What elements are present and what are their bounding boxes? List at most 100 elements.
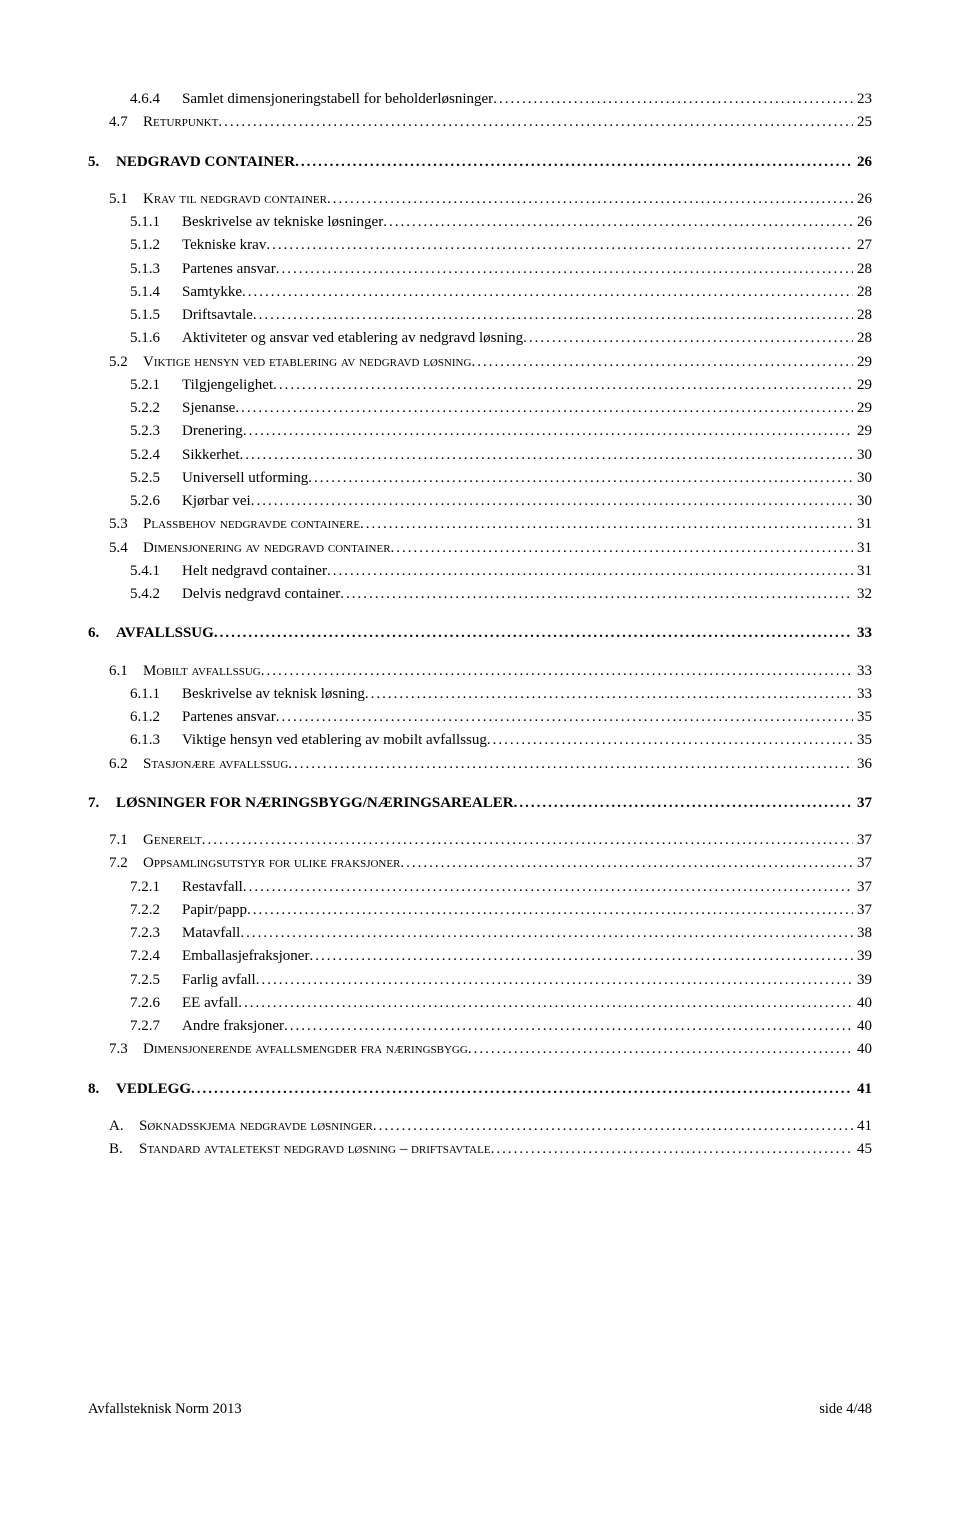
toc-entry: 5.2.1Tilgjengelighet29 <box>88 374 872 397</box>
toc-entry-title: imensjonerende avfallsmengder fra næring… <box>154 1041 468 1057</box>
toc-entry: B.Standard avtaletekst nedgravd løsning … <box>88 1138 872 1161</box>
toc-entry-page: 38 <box>853 922 872 945</box>
toc-entry-page: 28 <box>853 304 872 327</box>
toc-entry-title: tandard avtaletekst nedgravd løsning – d… <box>147 1141 490 1157</box>
toc-entry-page: 31 <box>853 537 872 560</box>
toc-leader-dots <box>242 281 853 304</box>
toc-entry-page: 28 <box>853 327 872 350</box>
toc-entry-page: 32 <box>853 583 872 606</box>
toc-entry-page: 26 <box>853 188 872 211</box>
toc-entry-title: iktige hensyn ved etablering av nedgravd… <box>154 354 472 370</box>
toc-leader-dots <box>360 513 853 536</box>
toc-entry-label: 7.2.4Emballasjefraksjoner <box>130 945 309 968</box>
toc-entry-label: 8.VEDLEGG <box>88 1078 191 1101</box>
toc-entry-label: 5.4.1Helt nedgravd container <box>130 560 327 583</box>
toc-leader-dots <box>523 327 853 350</box>
toc-entry-label: 7.2.5Farlig avfall <box>130 969 256 992</box>
toc-entry-number: 7.2.5 <box>130 969 182 992</box>
toc-entry-number: 7.2.1 <box>130 876 182 899</box>
toc-entry-page: 40 <box>853 1038 872 1061</box>
toc-entry-label: 5.2.6Kjørbar vei <box>130 490 251 513</box>
toc-entry-label: 5.2.3Drenering <box>130 420 243 443</box>
toc-entry: 5.2.6Kjørbar vei 30 <box>88 490 872 513</box>
toc-entry-label: 5.2.2Sjenanse <box>130 397 235 420</box>
toc-entry-number: 7.2.6 <box>130 992 182 1015</box>
toc-leader-dots <box>202 829 853 852</box>
toc-leader-dots <box>373 1115 853 1138</box>
toc-entry-title: Delvis nedgravd container <box>182 586 340 602</box>
toc-leader-dots <box>468 1038 853 1061</box>
toc-entry-title: ppsamlingsutstyr for ulike fraksjoner <box>154 855 401 871</box>
toc-leader-dots <box>218 111 853 134</box>
toc-entry: 6.2Stasjonære avfallssug36 <box>88 753 872 776</box>
toc-entry: 5.2Viktige hensyn ved etablering av nedg… <box>88 351 872 374</box>
toc-entry-label: 4.7Returpunkt <box>109 111 218 134</box>
toc-leader-dots <box>514 792 853 815</box>
toc-entry-title: Farlig avfall <box>182 972 256 988</box>
toc-entry: 7.2.4Emballasjefraksjoner39 <box>88 945 872 968</box>
toc-entry-title: VEDLEGG <box>116 1081 191 1097</box>
toc-leader-dots <box>247 899 853 922</box>
toc-entry-title: Samlet dimensjoneringstabell for beholde… <box>182 91 493 107</box>
toc-entry-label: 6.AVFALLSSUG <box>88 622 214 645</box>
toc-entry: 5.1.6Aktiviteter og ansvar ved etablerin… <box>88 327 872 350</box>
toc-entry-label: 5.3Plassbehov nedgravde containere <box>109 513 360 536</box>
toc-entry-title: Matavfall <box>182 925 240 941</box>
toc-entry-page: 25 <box>853 111 872 134</box>
toc-entry-label: 5.2.5Universell utforming <box>130 467 308 490</box>
toc-leader-dots <box>214 622 853 645</box>
toc-entry-title: AVFALLSSUG <box>116 625 214 641</box>
toc-entry: 5.1Krav til nedgravd container 26 <box>88 188 872 211</box>
toc-entry-label: 5.1.6Aktiviteter og ansvar ved etablerin… <box>130 327 523 350</box>
toc-entry: 7.2.5Farlig avfall39 <box>88 969 872 992</box>
toc-entry-number: 5.1.5 <box>130 304 182 327</box>
toc-entry-label: 5.4.2Delvis nedgravd container <box>130 583 340 606</box>
toc-entry-page: 29 <box>853 351 872 374</box>
toc-entry-label: 5.2.4Sikkerhet <box>130 444 240 467</box>
toc-leader-dots <box>243 420 853 443</box>
toc-entry-label: 7.2.7Andre fraksjoner <box>130 1015 284 1038</box>
toc-leader-dots <box>309 945 853 968</box>
toc-entry: 7.2.2Papir/papp37 <box>88 899 872 922</box>
toc-entry-page: 30 <box>853 490 872 513</box>
toc-entry-number: 5.1.4 <box>130 281 182 304</box>
toc-entry-title: Viktige hensyn ved etablering av mobilt … <box>182 732 487 748</box>
toc-entry: 7.3Dimensjonerende avfallsmengder fra næ… <box>88 1038 872 1061</box>
toc-entry: 5.1.2Tekniske krav27 <box>88 234 872 257</box>
toc-entry-page: 30 <box>853 467 872 490</box>
toc-entry-number: 5.4.2 <box>130 583 182 606</box>
toc-entry-page: 45 <box>853 1138 872 1161</box>
toc-leader-dots <box>240 922 853 945</box>
toc-entry: 7.LØSNINGER FOR NÆRINGSBYGG/NÆRINGSAREAL… <box>88 792 872 815</box>
toc-entry-number: 7.1 <box>109 829 143 852</box>
toc-entry-number: 7.2 <box>109 852 143 875</box>
toc-entry-title: enerelt <box>154 832 202 848</box>
toc-entry-title: lassbehov nedgravde containere <box>151 516 360 532</box>
toc-entry-label: 7.LØSNINGER FOR NÆRINGSBYGG/NÆRINGSAREAL… <box>88 792 514 815</box>
toc-entry-label: 7.2.1Restavfall <box>130 876 243 899</box>
toc-entry: 5.4Dimensjonering av nedgravd container3… <box>88 537 872 560</box>
toc-entry-number: 6.1.3 <box>130 729 182 752</box>
toc-entry-number: 5.1.6 <box>130 327 182 350</box>
toc-leader-dots <box>487 729 853 752</box>
toc-entry-label: 4.6.4Samlet dimensjoneringstabell for be… <box>130 88 493 111</box>
toc-entry: 5.2.3Drenering29 <box>88 420 872 443</box>
toc-entry-title: Drenering <box>182 423 243 439</box>
toc-entry: 5.2.2Sjenanse29 <box>88 397 872 420</box>
toc-entry-number: 5.2.3 <box>130 420 182 443</box>
toc-entry-number: 4.6.4 <box>130 88 182 111</box>
toc-entry-label: 5.1Krav til nedgravd container <box>109 188 327 211</box>
toc-entry-page: 37 <box>853 876 872 899</box>
page-footer: Avfallsteknisk Norm 2013 side 4/48 <box>0 1401 960 1448</box>
toc-entry-number: 5.1.3 <box>130 258 182 281</box>
toc-entry: 6.1.2Partenes ansvar35 <box>88 706 872 729</box>
toc-entry: 5.3Plassbehov nedgravde containere31 <box>88 513 872 536</box>
toc-entry-label: 5.1.2Tekniske krav <box>130 234 266 257</box>
toc-entry-number: 5.1.2 <box>130 234 182 257</box>
toc-leader-dots <box>308 467 853 490</box>
toc-entry: 7.2.1Restavfall 37 <box>88 876 872 899</box>
toc-leader-dots <box>273 374 853 397</box>
toc-entry: 5.2.5Universell utforming 30 <box>88 467 872 490</box>
toc-entry-page: 29 <box>853 374 872 397</box>
toc-entry-title: Emballasjefraksjoner <box>182 948 309 964</box>
